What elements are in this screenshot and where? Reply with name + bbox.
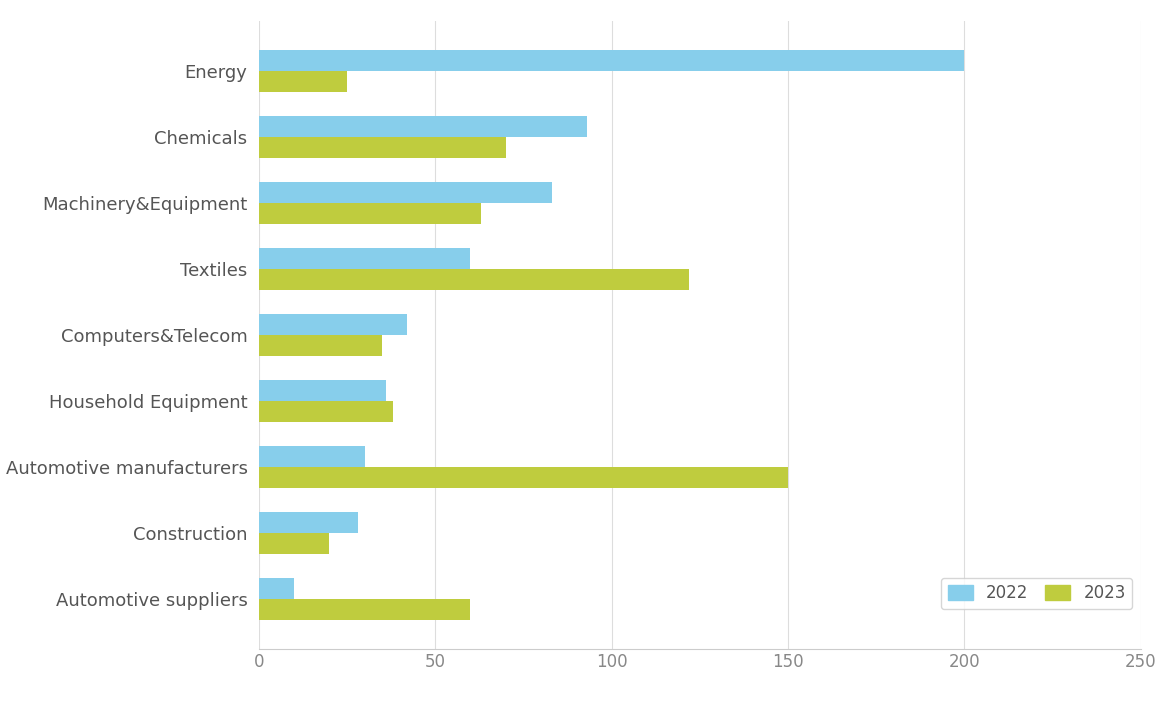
Bar [259,467,788,488]
Bar [259,335,382,356]
Bar [259,137,506,158]
Bar [259,512,358,533]
Bar [259,269,689,290]
Bar [259,70,347,92]
Bar [259,182,552,203]
Bar [259,401,393,422]
Bar [259,533,329,554]
Legend: 2022, 2023: 2022, 2023 [941,577,1132,609]
Bar [259,247,470,269]
Bar [259,599,470,620]
Bar [259,116,587,137]
Bar [259,203,481,224]
Bar [259,578,294,599]
Bar [259,446,365,467]
Bar [259,380,386,401]
Bar [259,314,407,335]
Bar [259,49,964,70]
